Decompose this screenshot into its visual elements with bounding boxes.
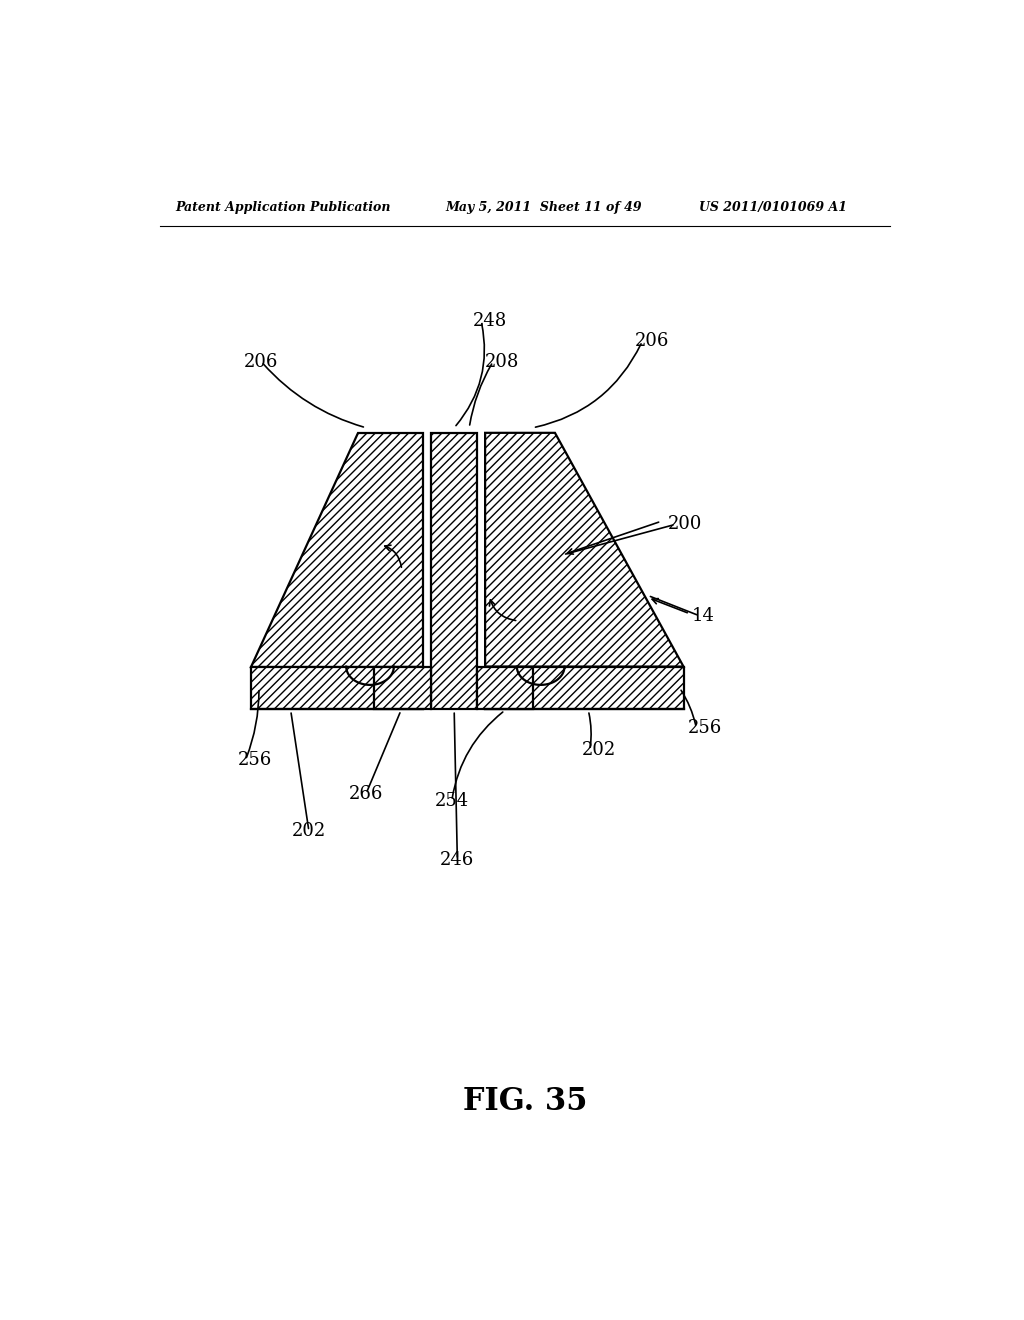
Text: 266: 266 <box>349 784 383 803</box>
Text: 206: 206 <box>244 352 279 371</box>
Text: 202: 202 <box>292 822 326 841</box>
Text: US 2011/0101069 A1: US 2011/0101069 A1 <box>699 201 848 214</box>
Text: FIG. 35: FIG. 35 <box>463 1086 587 1117</box>
Polygon shape <box>485 433 684 667</box>
Polygon shape <box>251 433 423 667</box>
Text: 256: 256 <box>238 751 271 770</box>
Polygon shape <box>251 667 423 709</box>
Text: 246: 246 <box>440 850 474 869</box>
Polygon shape <box>431 433 477 709</box>
Text: 248: 248 <box>473 312 508 330</box>
Polygon shape <box>485 667 684 709</box>
Polygon shape <box>477 667 532 709</box>
Text: 254: 254 <box>435 792 469 809</box>
Text: 256: 256 <box>688 718 723 737</box>
Text: 14: 14 <box>691 607 715 624</box>
Text: 206: 206 <box>634 333 669 350</box>
Text: 208: 208 <box>485 352 519 371</box>
Text: 200: 200 <box>668 515 702 533</box>
Text: Patent Application Publication: Patent Application Publication <box>176 201 391 214</box>
Polygon shape <box>374 667 431 709</box>
Text: May 5, 2011  Sheet 11 of 49: May 5, 2011 Sheet 11 of 49 <box>445 201 642 214</box>
Text: 202: 202 <box>582 741 616 759</box>
